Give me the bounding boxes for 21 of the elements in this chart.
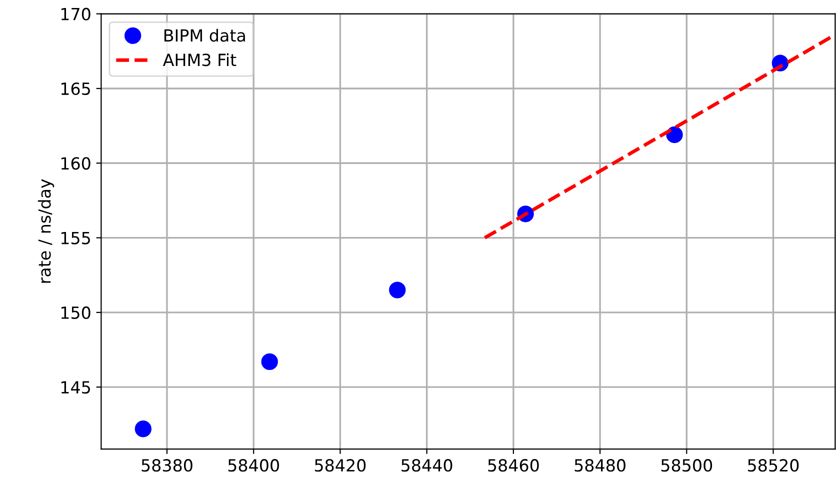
y-tick-label: 170 [61,8,90,20]
x-tick-label: 58440 [402,459,452,472]
legend-label: AHM3 Fit [162,53,236,66]
y-axis-title: rate / ns/day [38,179,54,283]
point [666,126,683,144]
y-tick-label: 145 [61,381,90,394]
x-tick-label: 58500 [661,459,712,472]
x-tick-label: 58400 [228,459,279,472]
point [261,353,278,370]
x-tick-label: 58460 [488,459,539,472]
y-tick-label: 155 [61,232,90,244]
x-tick-label: 58480 [574,459,626,472]
y-tick-label: 165 [61,82,90,96]
y-tick-label: 150 [61,306,90,320]
y-tick-label: 160 [61,157,90,170]
x-tick-label: 58520 [748,459,799,472]
x-tick-label: 58380 [142,459,192,472]
legend-label: BIPM data [164,28,245,42]
point [389,282,406,298]
x-tick-label: 58420 [314,459,366,472]
point [134,420,152,438]
